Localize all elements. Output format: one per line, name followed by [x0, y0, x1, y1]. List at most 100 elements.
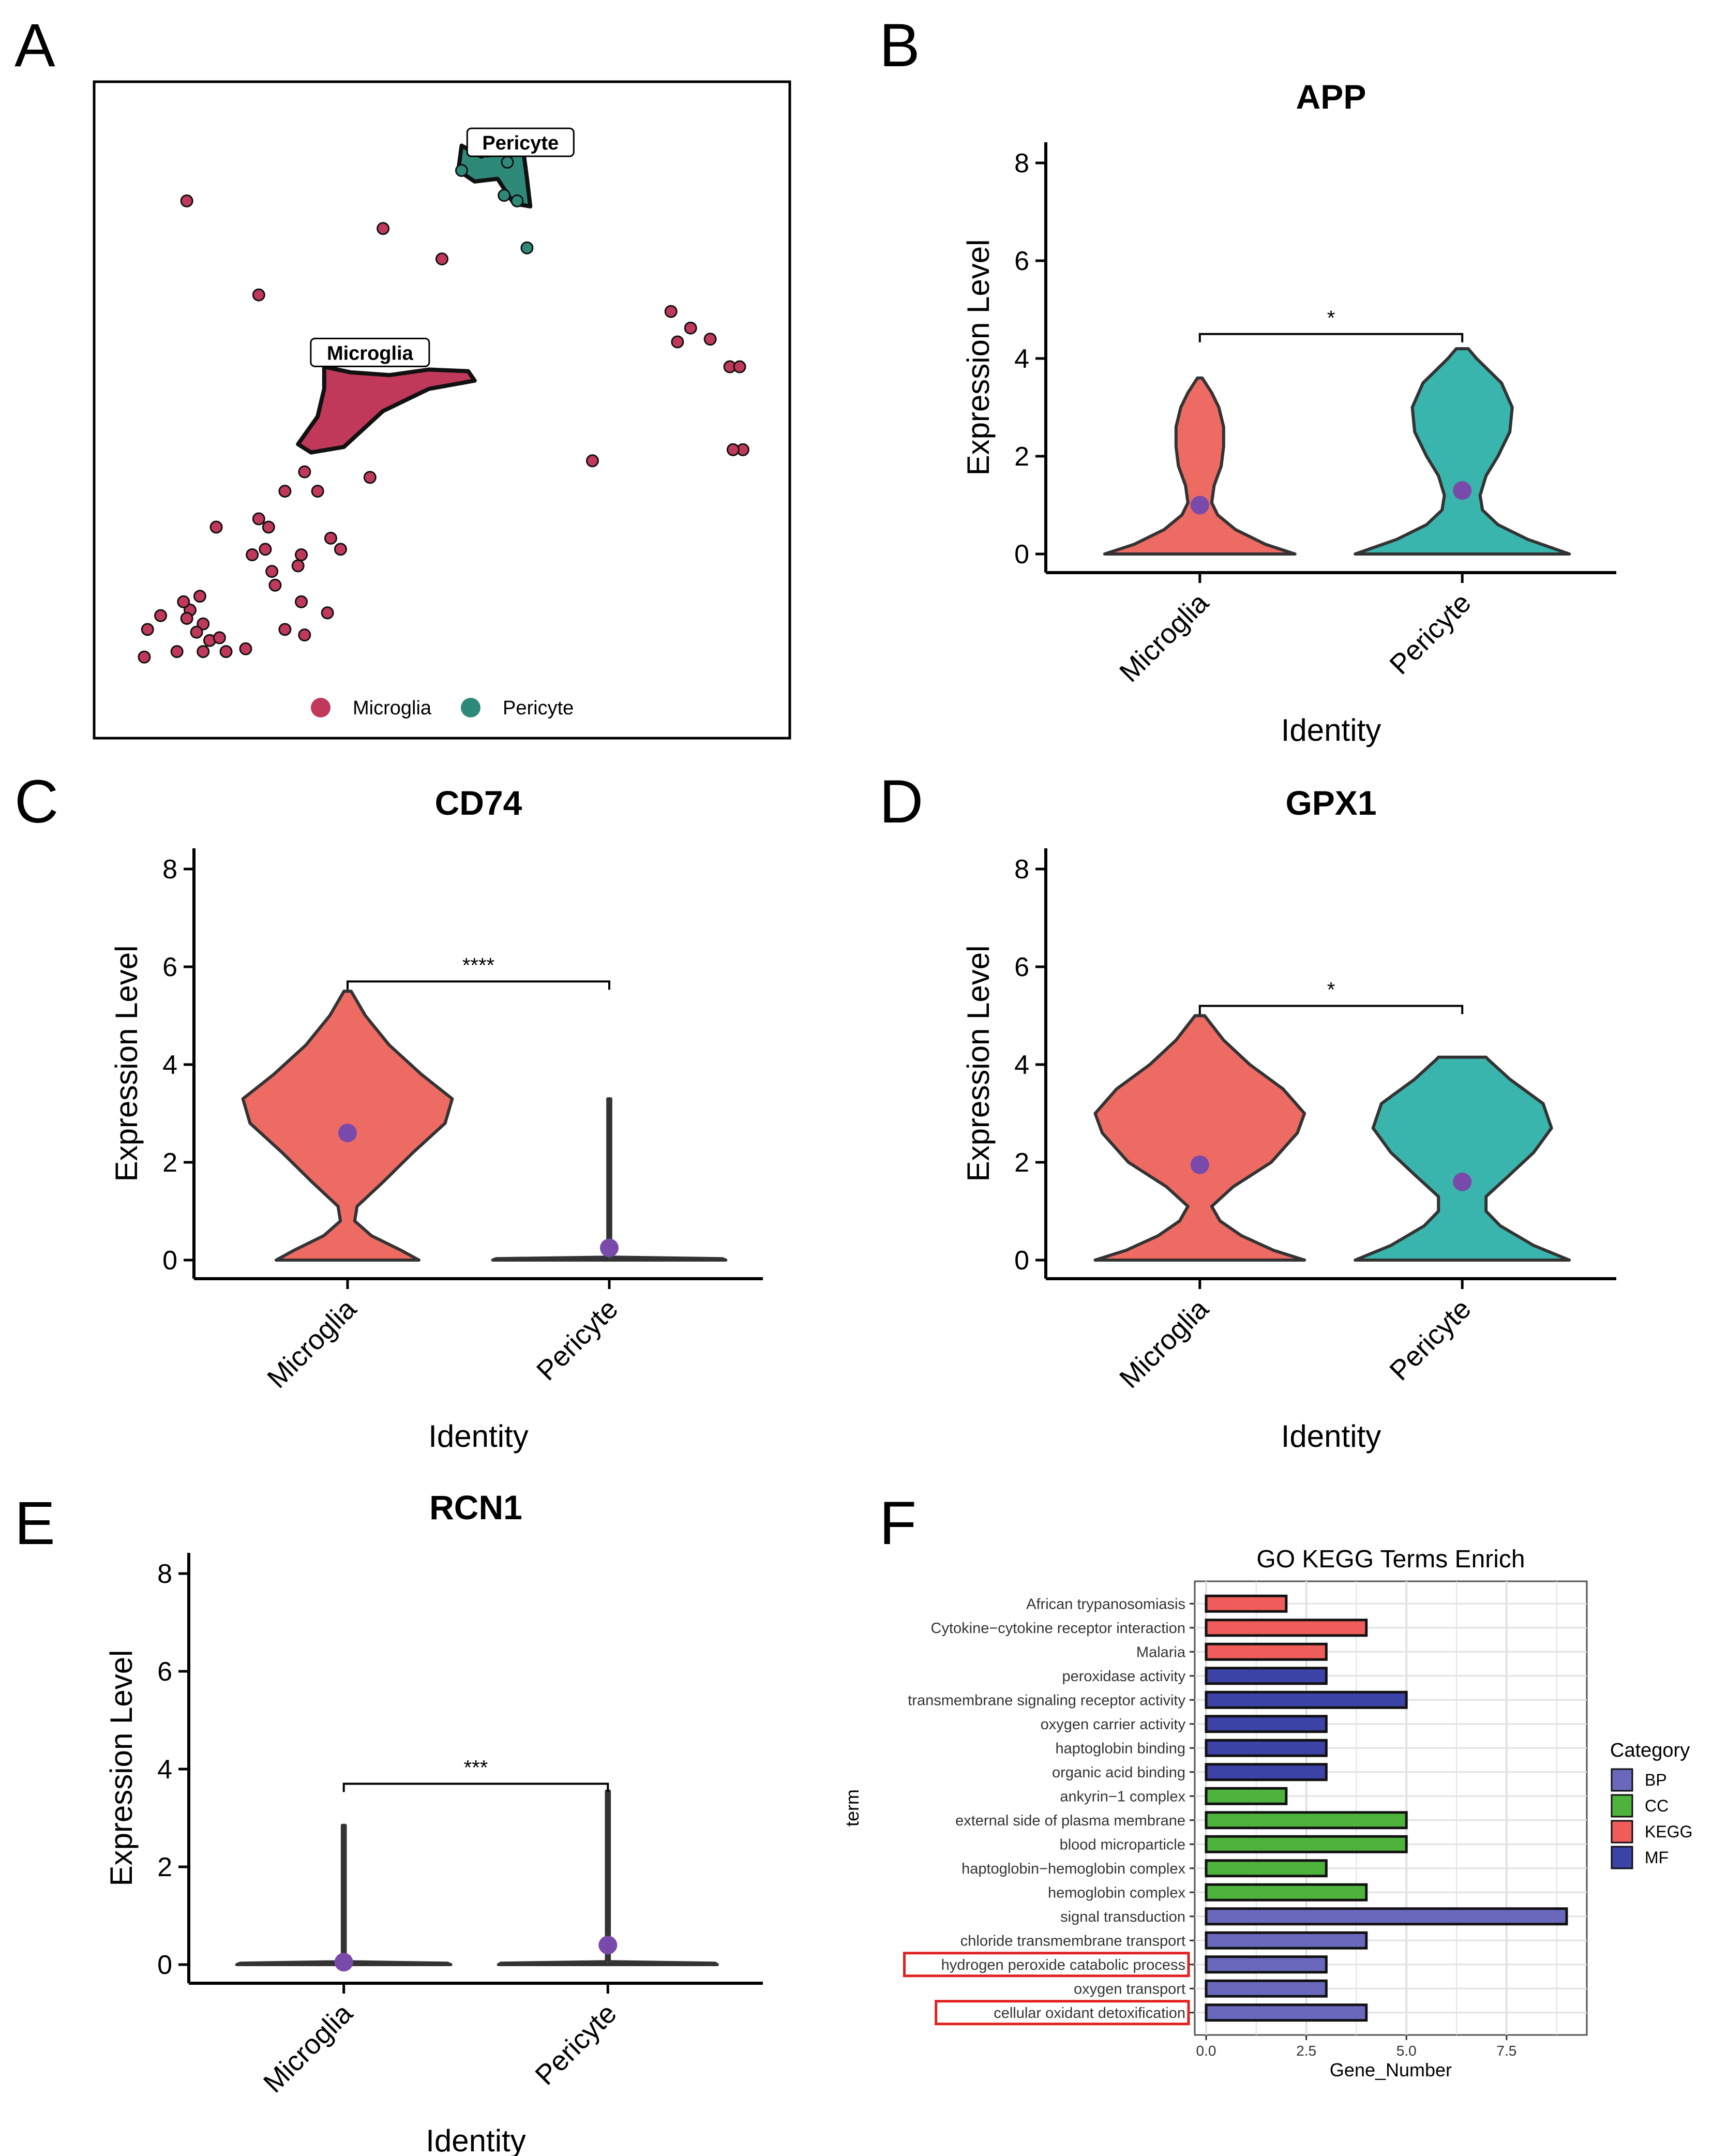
- y-tick-label: organic acid binding: [1052, 1764, 1185, 1781]
- y-tick-label: 0: [1014, 540, 1029, 570]
- bar: [1205, 1979, 1328, 1998]
- significance-label: ****: [462, 954, 494, 977]
- mean-dot-pericyte: [598, 1936, 618, 1955]
- mean-dot-microglia: [1190, 496, 1209, 515]
- bar: [1205, 1594, 1288, 1613]
- x-axis-label: Identity: [1281, 713, 1381, 747]
- umap-cell: [268, 578, 282, 592]
- y-tick-label: 2: [162, 1148, 177, 1178]
- legend-label: Microglia: [353, 697, 432, 719]
- bar: [1205, 1931, 1368, 1950]
- chart-title: APP: [1296, 78, 1366, 116]
- mean-dot-pericyte: [1453, 481, 1472, 500]
- umap-cell: [278, 623, 292, 636]
- x-axis-label: Identity: [428, 1419, 528, 1454]
- umap-cell: [295, 595, 308, 608]
- significance-label: *: [1327, 307, 1335, 330]
- panel-letter-b: B: [879, 11, 920, 80]
- panel-letter-e: E: [14, 1489, 55, 1558]
- umap-cell: [298, 465, 311, 478]
- legend-swatch-microglia: [311, 698, 330, 717]
- cluster-label: Pericyte: [482, 132, 559, 154]
- umap-cell: [278, 485, 292, 498]
- y-axis-label: term: [842, 1789, 863, 1826]
- x-tick-label: Microglia: [1114, 587, 1215, 688]
- x-tick-label: Pericyte: [1384, 587, 1477, 680]
- x-tick-label: Pericyte: [531, 1293, 624, 1386]
- legend-swatch-cc: [1611, 1794, 1633, 1818]
- umap-cell: [334, 543, 347, 556]
- y-tick-label: 4: [162, 1050, 177, 1080]
- umap-cell: [671, 335, 684, 349]
- violin-microglia: [1093, 1014, 1306, 1262]
- x-tick-label: Microglia: [261, 1293, 363, 1394]
- y-tick-label: oxygen transport: [1074, 1981, 1185, 1997]
- x-tick-label: 0.0: [1196, 2043, 1216, 2059]
- y-tick-label: 6: [162, 952, 177, 982]
- legend-label: MF: [1645, 1848, 1669, 1867]
- umap-cell: [585, 454, 599, 468]
- umap-cell: [311, 485, 324, 498]
- violin-panel-gpx1: GPX1 0 2 4 6 8 Expression Level Microglia Pericy…: [961, 784, 1616, 1454]
- enrichment-bar-panel: GO KEGG Terms Enrich African trypanosomia…: [842, 1546, 1692, 2080]
- legend-swatch-mf: [1611, 1846, 1633, 1869]
- significance-bracket: [1198, 1005, 1464, 1014]
- y-tick-label: 6: [157, 1657, 172, 1687]
- umap-cell: [520, 241, 534, 254]
- x-axis-label: Identity: [426, 2123, 525, 2156]
- violin-pericyte: [497, 1789, 719, 1966]
- umap-cell: [213, 631, 226, 645]
- significance-label: ***: [464, 1756, 488, 1779]
- violin-panel-cd74: CD74 0 2 4 6 8 Expression Level Microglia Pericy…: [109, 784, 763, 1454]
- y-tick-label: 4: [157, 1755, 172, 1785]
- chart-title: GPX1: [1285, 784, 1376, 822]
- umap-cell: [501, 156, 514, 169]
- y-tick-label: 0: [1014, 1246, 1029, 1276]
- legend-label: BP: [1645, 1771, 1667, 1789]
- bar: [1205, 1619, 1368, 1637]
- y-tick-label: ankyrin−1 complex: [1060, 1788, 1185, 1805]
- legend-swatch-pericyte: [461, 698, 480, 717]
- umap-cluster-microglia: [296, 365, 477, 455]
- panel-letter-f: F: [879, 1489, 916, 1558]
- x-tick-label: Pericyte: [1384, 1293, 1477, 1386]
- y-tick-label: blood microparticle: [1060, 1836, 1185, 1853]
- y-tick-label: 8: [157, 1559, 172, 1589]
- bar: [1205, 1907, 1568, 1926]
- x-tick-label: Pericyte: [529, 1998, 622, 2091]
- y-tick-label: 4: [1014, 1050, 1029, 1080]
- x-axis-label: Gene_Number: [1330, 2059, 1452, 2080]
- mean-dot-pericyte: [600, 1238, 619, 1257]
- x-axis-label: Identity: [1281, 1419, 1381, 1454]
- y-axis-label: Expression Level: [961, 946, 996, 1182]
- umap-cell: [295, 548, 308, 562]
- y-tick-label: haptoglobin binding: [1055, 1740, 1185, 1757]
- umap-cell: [239, 642, 252, 655]
- bar: [1205, 1715, 1328, 1733]
- umap-cell: [321, 606, 334, 620]
- y-tick-label: 2: [1014, 1148, 1029, 1178]
- umap-cell: [377, 222, 390, 235]
- bar: [1205, 1763, 1328, 1781]
- bar: [1205, 1690, 1408, 1709]
- violin-pericyte: [1354, 347, 1571, 556]
- legend-label: KEGG: [1645, 1822, 1692, 1841]
- chart-title: RCN1: [429, 1488, 522, 1526]
- umap-cell: [180, 194, 193, 207]
- bar: [1205, 2003, 1368, 2022]
- y-tick-label: 6: [1014, 952, 1029, 982]
- cluster-label: Microglia: [327, 342, 414, 364]
- y-tick-label: 8: [1014, 148, 1029, 178]
- violin-panel-rcn1: RCN1 0 2 4 6 8 Expression Level Microglia Pericy…: [104, 1488, 763, 2156]
- x-tick-label: 7.5: [1496, 2043, 1516, 2059]
- umap-cell: [252, 288, 265, 302]
- bar: [1205, 1835, 1408, 1853]
- bar: [1205, 1859, 1328, 1878]
- y-tick-label: transmembrane signaling receptor activit…: [908, 1692, 1185, 1709]
- y-tick-label: 6: [1014, 246, 1029, 276]
- bar: [1205, 1883, 1368, 1902]
- umap-cell: [197, 645, 210, 658]
- y-tick-label: 8: [162, 855, 177, 885]
- panel-letter-d: D: [879, 768, 923, 836]
